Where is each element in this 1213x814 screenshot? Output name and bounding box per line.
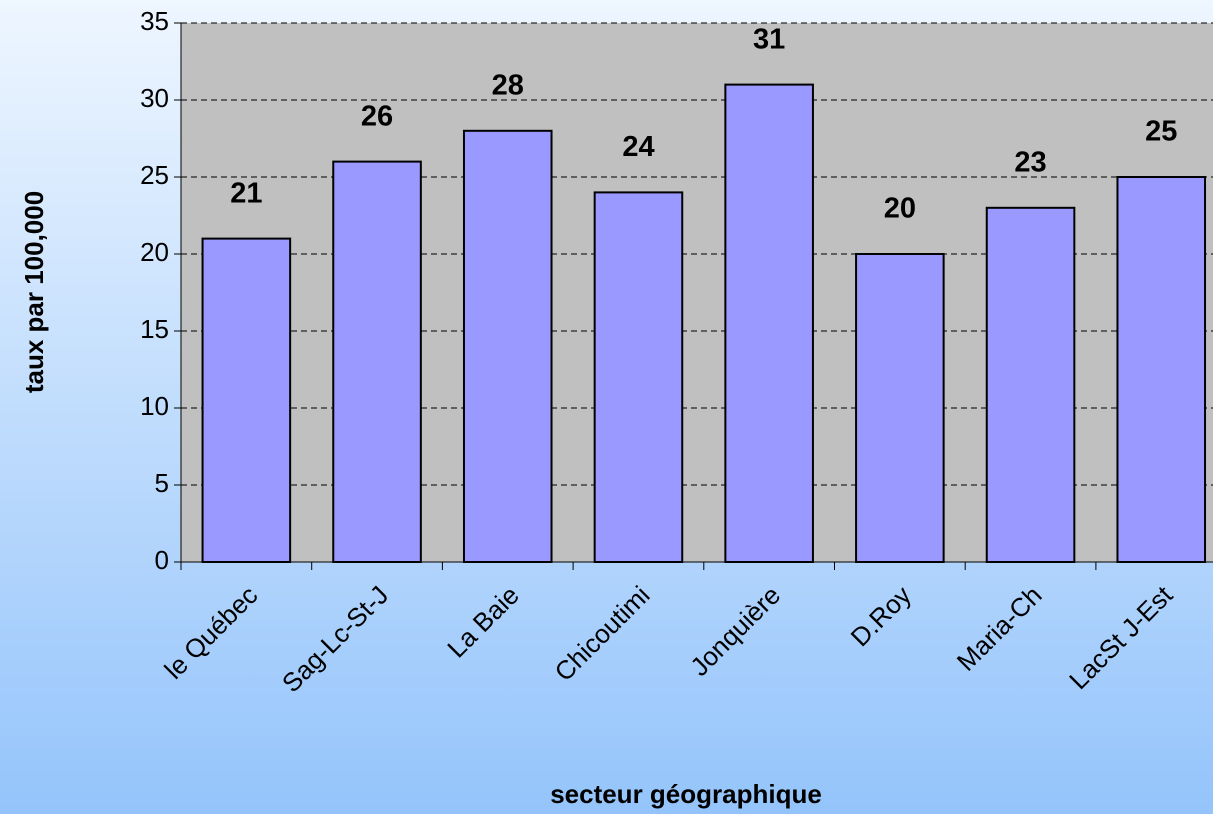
y-tick-label: 5: [155, 468, 169, 498]
x-tick-label: Sag-Lc-St-J: [276, 580, 394, 698]
bar: [985, 206, 1076, 564]
bar: [1116, 176, 1207, 563]
y-tick-label: 15: [140, 314, 169, 344]
bar: [855, 253, 945, 563]
bar: [462, 129, 553, 564]
bar: [593, 191, 684, 563]
x-tick-label: D.Roy: [845, 580, 917, 652]
data-label: 31: [753, 23, 785, 55]
y-tick-label: 20: [140, 237, 169, 267]
x-axis-title: secteur géographique: [550, 779, 822, 809]
x-tick-label: le Québec: [158, 580, 263, 685]
data-label: 23: [1014, 146, 1046, 178]
data-label: 21: [230, 177, 262, 209]
data-label: 20: [884, 193, 916, 225]
y-tick-label: 25: [140, 160, 169, 190]
data-label: 24: [622, 131, 654, 163]
x-tick-label: Jonquière: [684, 580, 786, 682]
bar: [724, 83, 814, 563]
y-tick-label: 0: [155, 545, 169, 575]
y-tick-label: 30: [140, 83, 169, 113]
y-axis-title: taux par 100,000: [19, 191, 49, 393]
x-tick-label: Maria-Ch: [951, 580, 1048, 677]
data-label: 25: [1145, 116, 1177, 148]
y-tick-label: 10: [140, 391, 169, 421]
x-tick-label: La Baie: [441, 580, 525, 664]
x-tick-label: Chicoutimi: [549, 580, 656, 687]
data-label: 26: [361, 100, 393, 132]
bar: [332, 160, 422, 563]
y-tick-label: 35: [140, 6, 169, 36]
bar: [201, 237, 292, 563]
data-label: 28: [492, 69, 524, 101]
x-tick-label: LacSt J-Est: [1063, 579, 1179, 695]
